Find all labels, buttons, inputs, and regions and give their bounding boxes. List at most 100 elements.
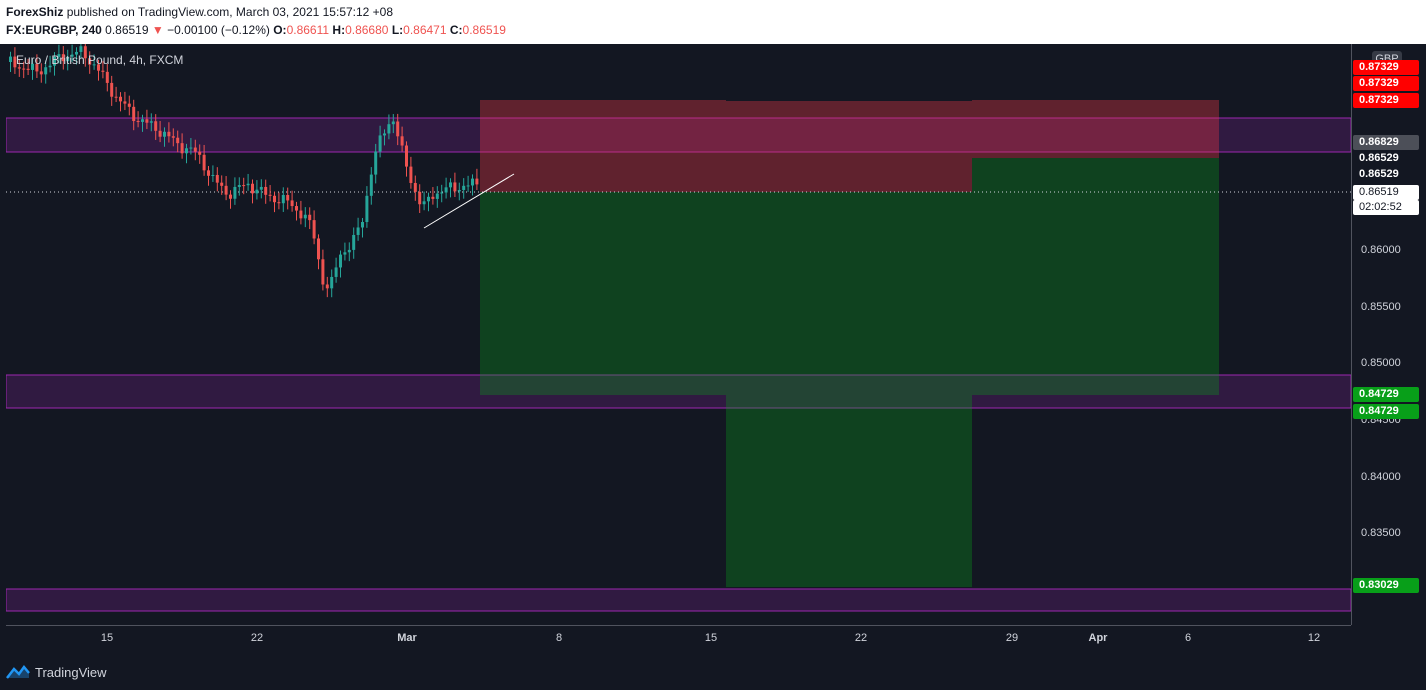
candle-body: [449, 182, 452, 188]
open-label: O:: [273, 23, 287, 37]
publish-info: ForexShiz published on TradingView.com, …: [6, 5, 393, 19]
current-price-label: 0.86519: [1353, 185, 1419, 200]
candle-body: [79, 46, 83, 52]
candle-body: [17, 67, 21, 69]
candle-body: [308, 214, 312, 221]
candle-body: [145, 119, 149, 123]
tradingview-logo[interactable]: TradingView: [5, 662, 107, 682]
candle-body: [361, 221, 364, 228]
price-tick: 0.83500: [1361, 527, 1401, 539]
candle-body: [246, 183, 250, 186]
position3-stop-zone[interactable]: [972, 100, 1219, 158]
price-scale[interactable]: GBP 0.87329 0.87329 0.87329 0.86829 0.86…: [1351, 44, 1421, 625]
time-tick: 22: [854, 632, 868, 644]
time-tick: 22: [250, 632, 264, 644]
candle-body: [154, 121, 158, 131]
candle-body: [132, 106, 136, 122]
candle-body: [325, 284, 329, 289]
candle-body: [286, 194, 290, 201]
candle-body: [136, 121, 140, 123]
candle-body: [31, 63, 34, 70]
position-target-zone[interactable]: [480, 192, 726, 395]
high-label: H:: [332, 23, 346, 37]
candle-body: [339, 254, 342, 268]
position3-target-zone[interactable]: [972, 158, 1219, 395]
candle-body: [374, 151, 378, 175]
close-label: C:: [449, 23, 463, 37]
price-tick: 0.85500: [1361, 301, 1401, 313]
price-label-target: 0.84729: [1353, 404, 1419, 419]
candle-body: [352, 234, 356, 250]
candle-body: [321, 259, 325, 285]
candle-body: [83, 46, 87, 59]
candle-body: [189, 147, 193, 149]
candle-body: [97, 64, 100, 71]
candle-body: [22, 68, 26, 70]
candle-body: [334, 267, 338, 277]
candle-body: [215, 174, 219, 183]
candle-body: [277, 202, 281, 204]
candle-body: [396, 121, 400, 137]
low-value: 0.86471: [403, 23, 447, 37]
down-arrow-icon: ▼: [151, 23, 164, 37]
lower-support-zone[interactable]: [6, 588, 1351, 612]
candle-body: [281, 194, 285, 204]
open-value: 0.86611: [286, 23, 330, 37]
candle-body: [303, 214, 307, 219]
trend-line[interactable]: [423, 173, 515, 229]
position2-target-zone[interactable]: [726, 192, 972, 587]
candle-body: [75, 51, 78, 55]
candle-body: [167, 131, 171, 137]
candle-body: [220, 182, 224, 186]
position-stop-zone[interactable]: [480, 100, 726, 192]
candle-body: [101, 70, 105, 72]
candle-body: [387, 124, 391, 134]
footer: TradingView: [0, 654, 1426, 690]
candle-body: [171, 136, 175, 138]
candle-body: [44, 67, 48, 75]
publish-header: ForexShiz published on TradingView.com, …: [0, 0, 1426, 44]
chart-pane[interactable]: Euro / British Pound, 4h, FXCM: [6, 44, 1351, 625]
candle-body: [347, 249, 351, 253]
resistance-zone[interactable]: [6, 117, 1351, 153]
price-label-stop: 0.87329: [1353, 93, 1419, 108]
candlestick-series: [9, 44, 479, 298]
last-price: 0.86519: [105, 23, 149, 37]
price-tick: 0.86000: [1361, 244, 1401, 256]
candle-body: [141, 119, 144, 122]
candle-body: [435, 193, 439, 199]
candle-body: [229, 194, 232, 199]
bar-countdown: 02:02:52: [1353, 200, 1419, 215]
time-scale[interactable]: 15 22 Mar 8 15 22 29 Apr 6 12: [6, 625, 1351, 654]
candle-body: [440, 192, 444, 194]
candle-body: [409, 166, 413, 183]
candle-body: [61, 54, 65, 62]
candle-body: [312, 220, 316, 239]
close-value: 0.86519: [462, 23, 506, 37]
chart-canvas[interactable]: [6, 44, 1351, 625]
price-label-entry: 0.86529: [1359, 152, 1399, 164]
candle-body: [9, 56, 12, 62]
candle-body: [378, 135, 382, 152]
candle-body: [149, 121, 153, 123]
candle-body: [273, 195, 276, 203]
candle-body: [185, 148, 188, 154]
price-label-target: 0.83029: [1353, 578, 1419, 593]
candle-body: [119, 96, 122, 102]
candle-body: [26, 68, 30, 70]
candle-body: [413, 182, 417, 192]
candle-body: [259, 186, 263, 190]
time-tick: Mar: [397, 632, 417, 644]
candle-body: [343, 252, 347, 255]
position2-stop-zone[interactable]: [726, 101, 972, 192]
candle-body: [444, 187, 448, 193]
candle-body: [299, 210, 303, 219]
candle-body: [158, 130, 162, 137]
high-value: 0.86680: [345, 23, 389, 37]
support-zone[interactable]: [6, 374, 1351, 409]
candle-body: [233, 186, 237, 199]
candle-body: [242, 185, 246, 187]
candle-body: [110, 82, 114, 97]
author-name[interactable]: ForexShiz: [6, 5, 64, 19]
candle-body: [57, 54, 61, 57]
